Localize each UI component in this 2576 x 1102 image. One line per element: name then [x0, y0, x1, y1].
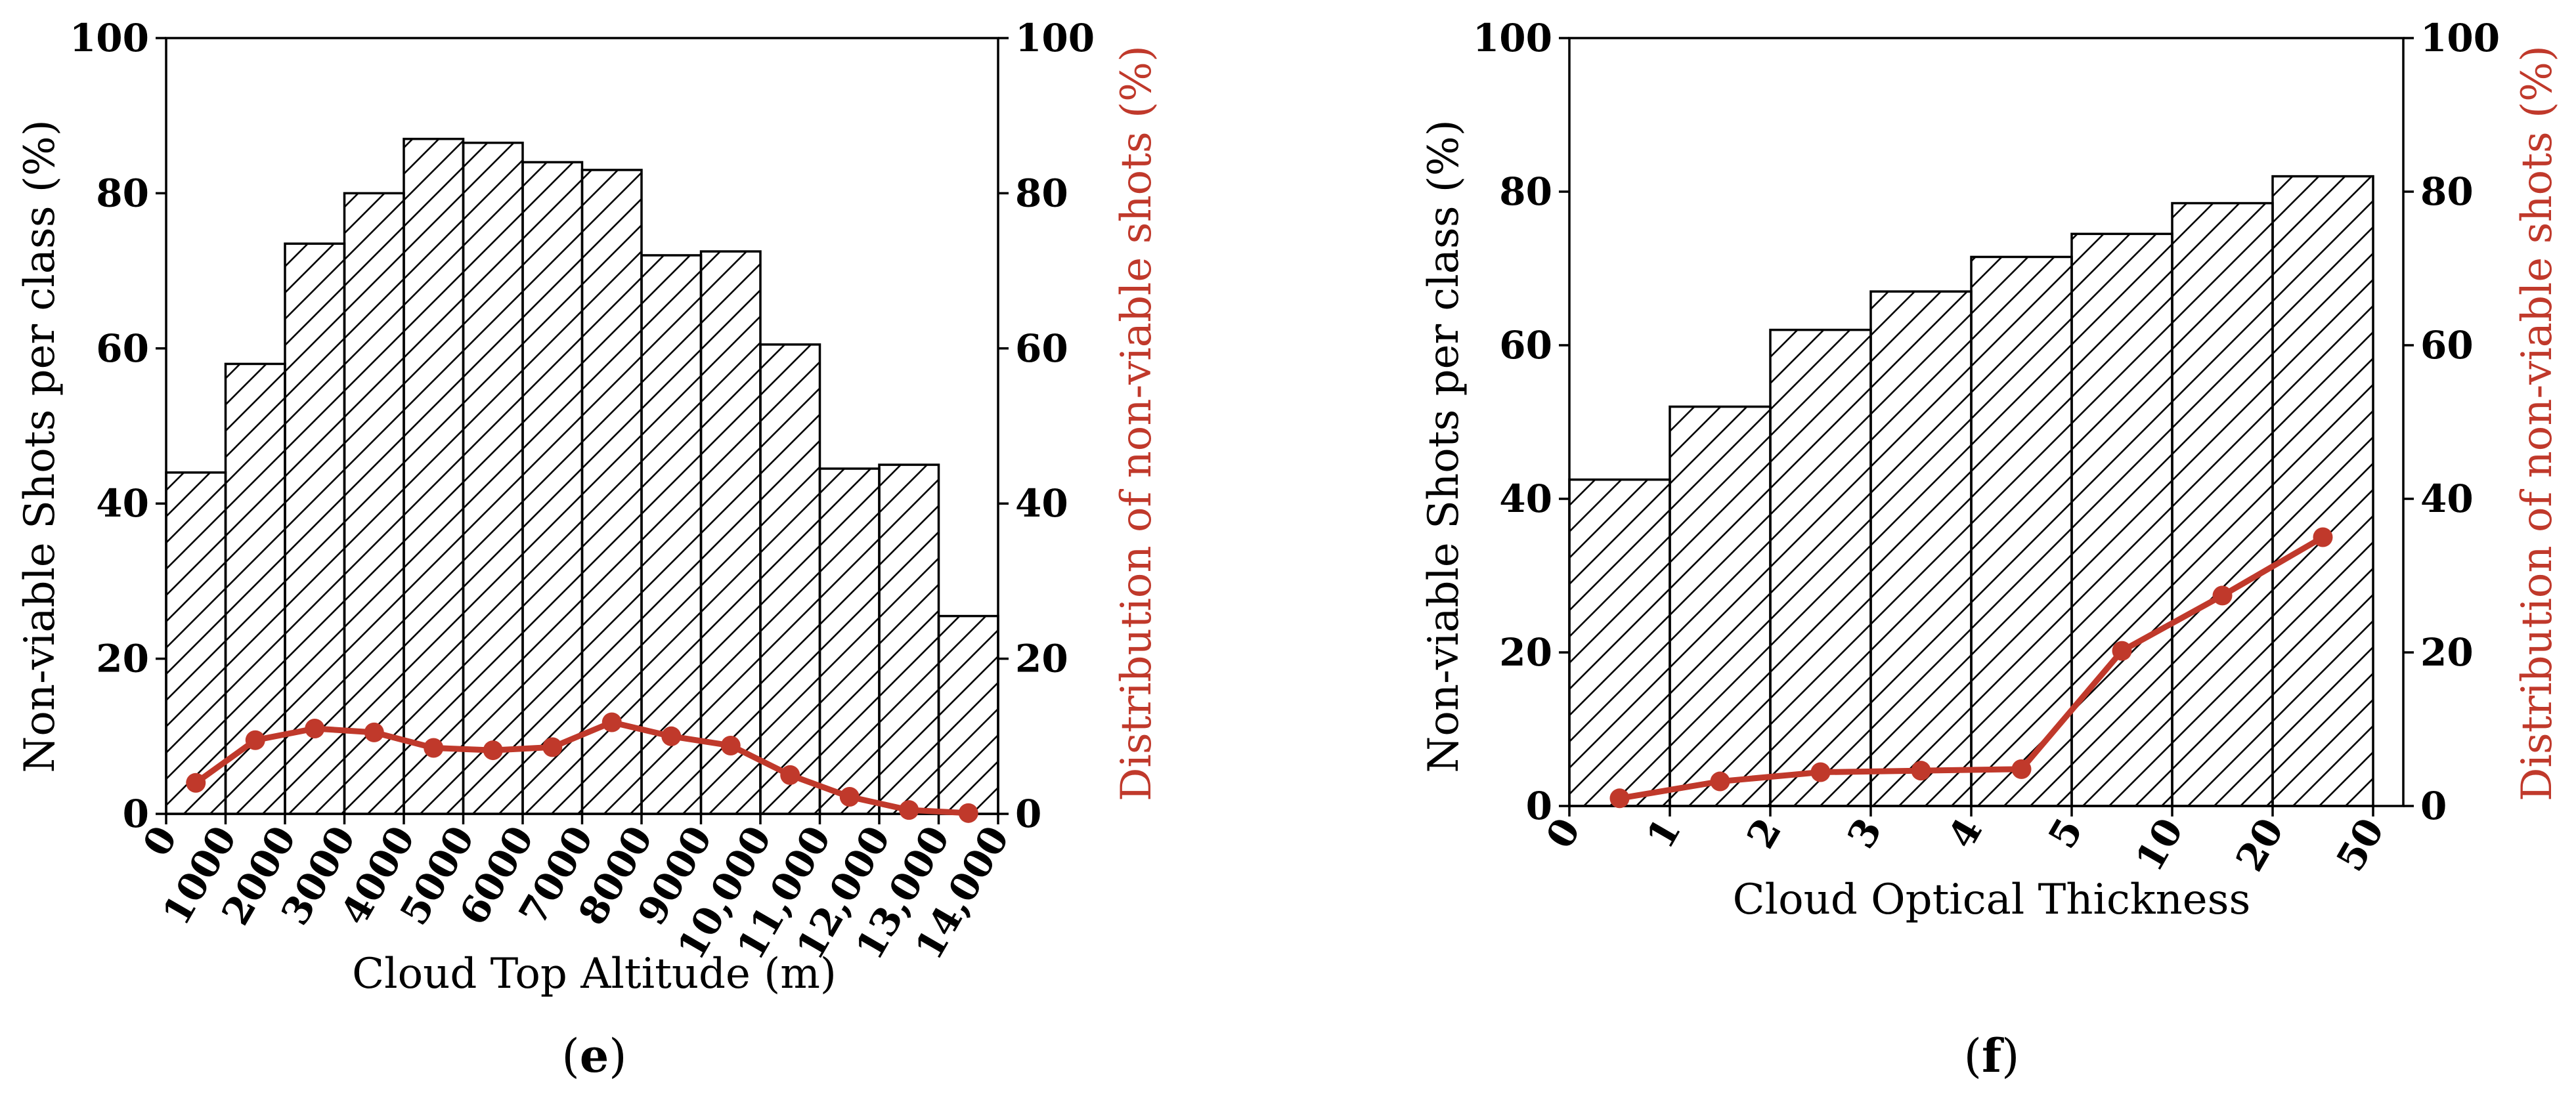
panel-label-letter: f: [1982, 1028, 2004, 1083]
line-point-1: [1710, 771, 1730, 792]
line-point-2: [1810, 762, 1831, 782]
bar-4: [403, 137, 465, 815]
line-point-6: [542, 737, 563, 757]
y-right-tick-label: 0: [2420, 784, 2447, 828]
line-point-8: [661, 726, 682, 746]
y-left-tick-label: 60: [1499, 323, 1552, 368]
x-tick-label: 3: [1839, 811, 1890, 856]
y-right-tick-label: 100: [2420, 16, 2500, 60]
bar-3: [343, 192, 405, 815]
y-left-tick-label: 20: [1499, 630, 1552, 675]
x-tick-label: 2: [1738, 811, 1790, 856]
y-left-tick-label: 0: [1526, 784, 1552, 828]
y-axis-left-title: Non-viable Shots per class (%): [1420, 119, 1468, 773]
bar-4: [1970, 255, 2073, 807]
bar-6: [2171, 201, 2274, 807]
y-left-tick-label: 0: [123, 792, 149, 836]
bar-0: [1568, 478, 1671, 807]
x-axis-title: Cloud Optical Thickness: [1733, 876, 2251, 924]
line-point-1: [245, 730, 265, 750]
line-point-7: [601, 712, 622, 732]
line-point-12: [899, 800, 919, 820]
bar-5: [462, 141, 524, 815]
y-right-tick-label: 80: [2420, 169, 2474, 214]
bar-11: [818, 467, 881, 815]
line-point-6: [2212, 585, 2233, 606]
y-left-tick-label: 60: [96, 326, 149, 371]
x-tick-label: 20: [2227, 811, 2292, 879]
bar-12: [878, 463, 940, 815]
line-point-4: [2011, 759, 2032, 779]
bar-13: [937, 614, 999, 815]
chart-panel-e: Cloud Top Altitude (m) Non-viable Shots …: [16, 16, 1161, 1083]
panel-label: (f): [1964, 1028, 2020, 1083]
x-tick-label: 4: [1939, 811, 1991, 856]
y-axis-right-title: Distribution of non-viable shots (%): [1112, 45, 1161, 801]
line-point-0: [1609, 788, 1630, 809]
line-point-3: [1911, 761, 1931, 781]
panel-label-open: (: [1964, 1029, 1982, 1083]
y-right-tick-label: 60: [2420, 323, 2474, 368]
y-left-tick-label: 80: [96, 171, 149, 215]
y-axis-right-title: Distribution of non-viable shots (%): [2513, 45, 2562, 801]
line-point-7: [2313, 527, 2333, 547]
y-right-tick-label: 40: [2420, 477, 2474, 521]
line-point-9: [720, 735, 741, 755]
y-right-tick-label: 100: [1015, 16, 1095, 60]
y-left-tick-label: 20: [96, 637, 149, 681]
bar-9: [699, 250, 762, 815]
x-tick-label: 1: [1638, 811, 1690, 856]
panel-label: (e): [561, 1028, 626, 1083]
y-axis-left-title: Non-viable Shots per class (%): [16, 119, 64, 773]
panel-label-letter: e: [580, 1028, 609, 1083]
y-right-tick-label: 80: [1015, 171, 1068, 215]
x-axis-title: Cloud Top Altitude (m): [352, 950, 837, 998]
bar-7: [580, 169, 643, 815]
x-tick-label: 5: [2040, 811, 2091, 856]
panel-label-close: ): [609, 1029, 626, 1083]
chart-panel-f: Cloud Optical Thickness Non-viable Shots…: [1420, 16, 2562, 1083]
x-tick-label: 10: [2127, 811, 2192, 879]
panel-label-open: (: [561, 1029, 579, 1083]
y-left-tick-label: 40: [1499, 477, 1552, 521]
bar-1: [1669, 405, 1772, 807]
line-point-4: [424, 738, 444, 758]
y-right-tick-label: 40: [1015, 481, 1068, 526]
bar-3: [1869, 290, 1973, 807]
line-point-3: [364, 722, 384, 742]
bar-6: [521, 161, 584, 815]
bar-5: [2070, 232, 2173, 807]
y-left-tick-label: 80: [1499, 169, 1552, 214]
line-point-11: [839, 786, 860, 807]
distribution-line: [1619, 534, 2325, 801]
line-point-10: [780, 765, 800, 785]
distribution-line: [194, 719, 969, 816]
bar-0: [165, 471, 227, 815]
y-left-tick-label: 100: [70, 16, 149, 60]
plot-frame: [1568, 37, 2405, 807]
y-right-tick-label: 20: [2420, 630, 2474, 675]
line-point-2: [305, 718, 325, 738]
y-right-tick-label: 60: [1015, 326, 1068, 371]
line-point-13: [958, 803, 978, 823]
bar-7: [2271, 175, 2374, 807]
bar-2: [1769, 328, 1872, 807]
line-point-5: [483, 740, 503, 761]
y-left-tick-label: 100: [1473, 16, 1552, 60]
y-right-tick-label: 0: [1015, 792, 1041, 836]
y-left-tick-label: 40: [96, 481, 149, 526]
panel-label-close: ): [2001, 1029, 2019, 1083]
y-right-tick-label: 20: [1015, 637, 1068, 681]
line-point-5: [2112, 641, 2132, 661]
line-point-0: [186, 773, 206, 793]
bar-10: [759, 343, 821, 815]
x-tick-label: 50: [2328, 811, 2393, 879]
